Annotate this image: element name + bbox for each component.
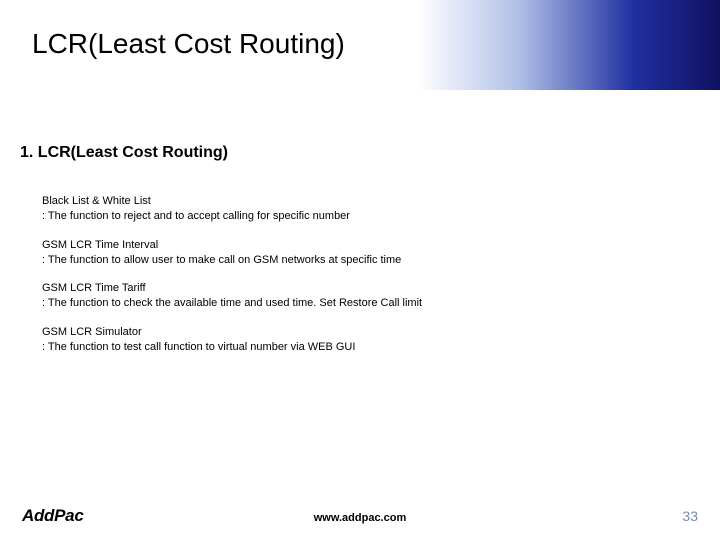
item-title: Black List & White List (42, 194, 662, 209)
item-desc: : The function to test call function to … (42, 340, 662, 355)
item-desc: : The function to allow user to make cal… (42, 253, 662, 268)
item-desc: : The function to check the available ti… (42, 296, 662, 311)
item-title: GSM LCR Time Tariff (42, 281, 662, 296)
list-item: GSM LCR Time Interval : The function to … (42, 238, 662, 268)
list-item: GSM LCR Simulator : The function to test… (42, 325, 662, 355)
item-title: GSM LCR Time Interval (42, 238, 662, 253)
list-item: GSM LCR Time Tariff : The function to ch… (42, 281, 662, 311)
item-desc: : The function to reject and to accept c… (42, 209, 662, 224)
item-list: Black List & White List : The function t… (42, 194, 662, 369)
title-bar: LCR(Least Cost Routing) (0, 0, 720, 90)
item-title: GSM LCR Simulator (42, 325, 662, 340)
page-number: 33 (682, 508, 698, 524)
slide-title: LCR(Least Cost Routing) (32, 28, 345, 60)
slide: LCR(Least Cost Routing) 1. LCR(Least Cos… (0, 0, 720, 540)
list-item: Black List & White List : The function t… (42, 194, 662, 224)
section-heading: 1. LCR(Least Cost Routing) (20, 144, 228, 162)
footer-url: www.addpac.com (0, 512, 720, 524)
